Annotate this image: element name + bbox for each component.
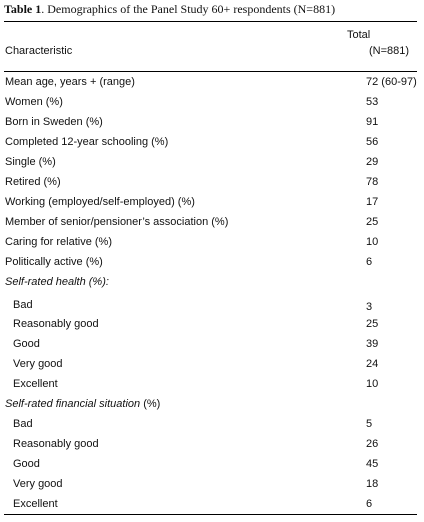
table-caption: . Demographics of the Panel Study 60+ re… xyxy=(41,2,336,16)
health-item-value: 3 xyxy=(366,301,373,313)
financial-item-label: Bad xyxy=(13,418,33,430)
section-heading-health: Self-rated health (%): xyxy=(5,276,109,288)
financial-item-label: Very good xyxy=(13,478,63,490)
row-label: Mean age, years + (range) xyxy=(5,76,135,88)
row-label: Completed 12-year schooling (%) xyxy=(5,136,169,148)
health-item-value: 24 xyxy=(366,358,379,370)
header-rule xyxy=(4,71,417,72)
row-value: 6 xyxy=(366,256,373,268)
row-label: Women (%) xyxy=(5,96,63,108)
top-rule xyxy=(4,21,417,22)
financial-heading-text: Self-rated financial situation xyxy=(5,398,141,410)
row-value: 56 xyxy=(366,136,379,148)
row-label: Member of senior/pensioner’s association… xyxy=(5,216,229,228)
table-number: Table 1 xyxy=(4,2,42,16)
row-value: 91 xyxy=(366,116,379,128)
row-value: 29 xyxy=(366,156,379,168)
row-label: Retired (%) xyxy=(5,176,61,188)
health-item-value: 10 xyxy=(366,378,379,390)
financial-item-value: 26 xyxy=(366,438,379,450)
bottom-rule xyxy=(4,514,417,515)
health-item-value: 25 xyxy=(366,318,379,330)
health-item-label: Good xyxy=(13,338,40,350)
financial-item-label: Excellent xyxy=(13,498,58,510)
financial-heading-suffix: (%) xyxy=(140,398,161,410)
column-header-n: (N=881) xyxy=(369,45,410,57)
financial-item-value: 6 xyxy=(366,498,373,510)
row-value: 17 xyxy=(366,196,379,208)
health-item-label: Reasonably good xyxy=(13,318,99,330)
financial-item-label: Good xyxy=(13,458,40,470)
row-label: Working (employed/self-employed) (%) xyxy=(5,196,195,208)
health-item-label: Very good xyxy=(13,358,63,370)
row-value: 25 xyxy=(366,216,379,228)
financial-item-label: Reasonably good xyxy=(13,438,99,450)
column-header-characteristic: Characteristic xyxy=(5,45,73,57)
row-value: 53 xyxy=(366,96,379,108)
row-label: Single (%) xyxy=(5,156,56,168)
section-heading-financial: Self-rated financial situation (%) xyxy=(5,398,160,411)
row-label: Politically active (%) xyxy=(5,256,103,268)
health-item-value: 39 xyxy=(366,338,379,350)
row-value: 10 xyxy=(366,236,379,248)
row-label: Born in Sweden (%) xyxy=(5,116,103,128)
row-value: 72 (60-97) xyxy=(366,76,417,88)
health-item-label: Excellent xyxy=(13,378,58,390)
financial-item-value: 5 xyxy=(366,418,373,430)
table-title: Table 1. Demographics of the Panel Study… xyxy=(4,2,420,17)
row-label: Caring for relative (%) xyxy=(5,236,112,248)
column-header-total: Total xyxy=(347,29,371,41)
financial-item-value: 18 xyxy=(366,478,379,490)
row-value: 78 xyxy=(366,176,379,188)
financial-item-value: 45 xyxy=(366,458,379,470)
health-item-label: Bad xyxy=(13,299,33,311)
